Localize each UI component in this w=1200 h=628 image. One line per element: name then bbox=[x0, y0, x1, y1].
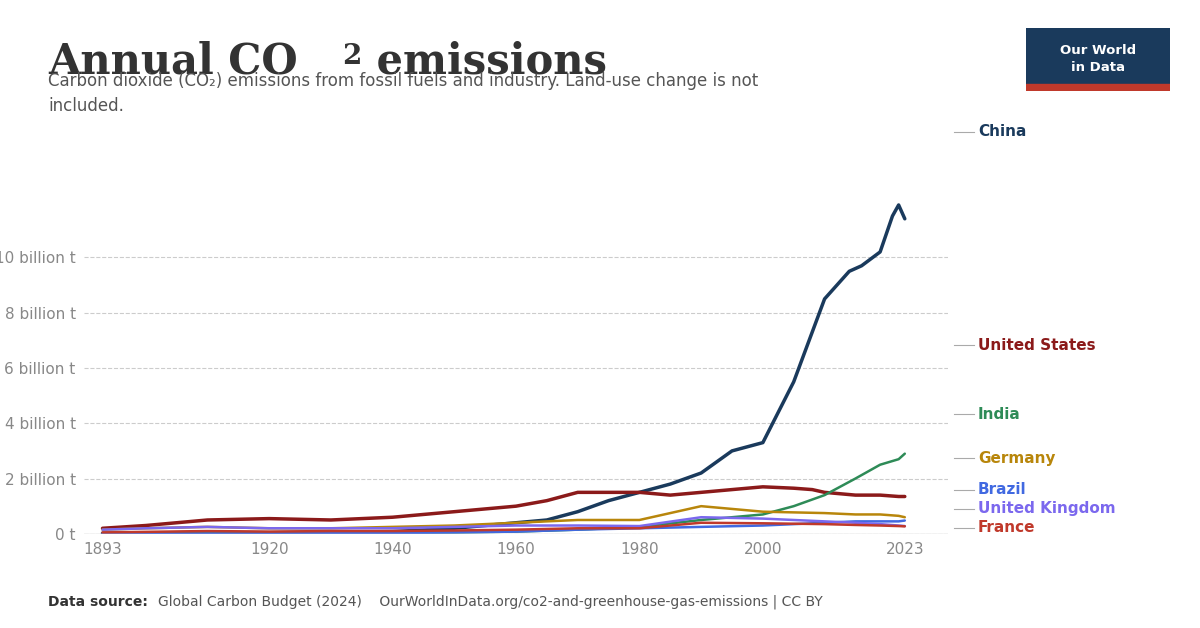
Text: Global Carbon Budget (2024)    OurWorldInData.org/co2-and-greenhouse-gas-emissio: Global Carbon Budget (2024) OurWorldInDa… bbox=[158, 595, 823, 609]
Text: Carbon dioxide (CO₂) emissions from fossil fuels and industry. Land-use change i: Carbon dioxide (CO₂) emissions from foss… bbox=[48, 72, 758, 115]
Text: in Data: in Data bbox=[1072, 61, 1126, 73]
Text: Our World: Our World bbox=[1060, 44, 1136, 57]
Text: 2: 2 bbox=[342, 43, 361, 70]
Text: emissions: emissions bbox=[362, 41, 607, 83]
Bar bbox=[1026, 84, 1170, 91]
Text: China: China bbox=[978, 124, 1026, 139]
Text: Germany: Germany bbox=[978, 451, 1056, 466]
Text: Annual CO: Annual CO bbox=[48, 41, 298, 83]
Text: Data source:: Data source: bbox=[48, 595, 148, 609]
Text: United Kingdom: United Kingdom bbox=[978, 501, 1116, 516]
Text: Brazil: Brazil bbox=[978, 482, 1027, 497]
Text: France: France bbox=[978, 520, 1036, 535]
Text: India: India bbox=[978, 407, 1021, 422]
Text: United States: United States bbox=[978, 338, 1096, 353]
